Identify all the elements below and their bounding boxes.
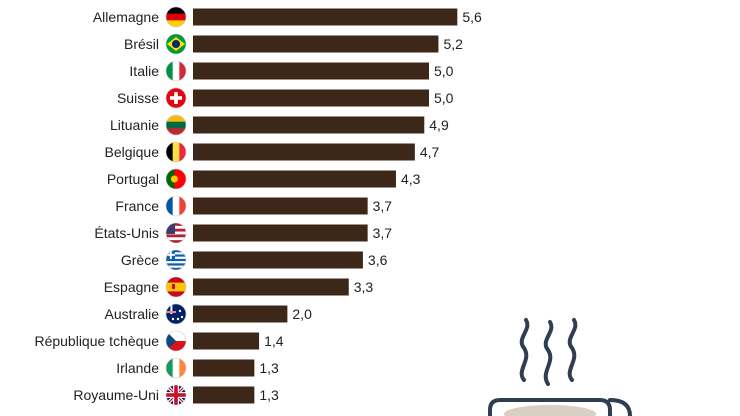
bar-row: Irlande 1,3 — [116, 357, 279, 379]
value-label: 5,0 — [434, 63, 454, 79]
value-label: 1,3 — [259, 360, 279, 376]
value-label: 4,9 — [429, 117, 449, 133]
bar-row: Brésil 5,2 — [124, 33, 463, 55]
flag-australia-icon — [165, 303, 187, 325]
category-label: France — [115, 198, 159, 214]
bar — [193, 89, 429, 107]
category-label: Suisse — [117, 90, 159, 106]
bar-row: Allemagne 5,6 — [93, 6, 482, 28]
bar — [193, 35, 439, 53]
bar-row: France 3,7 — [115, 195, 393, 217]
flag-greece-icon — [165, 249, 187, 271]
value-label: 3,7 — [373, 198, 393, 214]
category-label: Lituanie — [110, 117, 159, 133]
bar — [193, 251, 363, 269]
flag-spain-icon — [165, 276, 187, 298]
category-label: États-Unis — [94, 225, 159, 241]
bar — [193, 359, 255, 377]
bar — [193, 332, 260, 350]
value-label: 3,6 — [368, 252, 388, 268]
bar — [193, 224, 368, 242]
bar-row: Grèce 3,6 — [121, 249, 388, 271]
value-label: 4,7 — [420, 144, 440, 160]
flag-ireland-icon — [165, 357, 187, 379]
category-label: Royaume-Uni — [73, 387, 159, 403]
bar-row: Royaume-Uni 1,3 — [73, 384, 279, 406]
flag-uk-icon — [165, 384, 187, 406]
bar — [193, 143, 415, 161]
bar-row: République tchèque 1,4 — [34, 330, 284, 352]
category-label: Belgique — [105, 144, 160, 160]
flag-brazil-icon — [165, 33, 187, 55]
flag-usa-icon — [165, 222, 187, 244]
category-label: Australie — [105, 306, 160, 322]
value-label: 1,3 — [259, 387, 279, 403]
value-label: 1,4 — [264, 333, 284, 349]
flag-portugal-icon — [165, 168, 187, 190]
bar — [193, 305, 288, 323]
value-label: 2,0 — [292, 306, 312, 322]
category-label: Grèce — [121, 252, 159, 268]
bar — [193, 62, 429, 80]
bar-row: Australie 2,0 — [105, 303, 312, 325]
bar-row: Suisse 5,0 — [117, 87, 454, 109]
bar-row: Portugal 4,3 — [107, 168, 421, 190]
flag-lithuania-icon — [165, 114, 187, 136]
bar — [193, 170, 396, 188]
flag-france-icon — [165, 195, 187, 217]
category-label: République tchèque — [34, 333, 159, 349]
flag-switzerland-icon — [165, 87, 187, 109]
flag-czech-icon — [165, 330, 187, 352]
value-label: 5,2 — [443, 36, 463, 52]
category-label: Brésil — [124, 36, 159, 52]
bar-row: Espagne 3,3 — [104, 276, 374, 298]
flag-italy-icon — [165, 60, 187, 82]
bar — [193, 278, 349, 296]
bar — [193, 386, 255, 404]
value-label: 5,0 — [434, 90, 454, 106]
bar — [193, 197, 368, 215]
bar — [193, 116, 425, 134]
bar — [193, 8, 458, 26]
value-label: 3,3 — [354, 279, 374, 295]
value-label: 4,3 — [401, 171, 421, 187]
bar-row: États-Unis 3,7 — [94, 222, 393, 244]
category-label: Irlande — [116, 360, 159, 376]
value-label: 3,7 — [373, 225, 393, 241]
category-label: Italie — [129, 63, 159, 79]
category-label: Espagne — [104, 279, 159, 295]
bar-row: Belgique 4,7 — [105, 141, 440, 163]
category-label: Portugal — [107, 171, 159, 187]
bar-row: Lituanie 4,9 — [110, 114, 449, 136]
value-label: 5,6 — [462, 9, 482, 25]
coffee-cup-icon — [488, 318, 632, 416]
category-label: Allemagne — [93, 9, 159, 25]
flag-belgium-icon — [165, 141, 187, 163]
flag-germany-icon — [165, 6, 187, 28]
bar-row: Italie 5,0 — [129, 60, 454, 82]
